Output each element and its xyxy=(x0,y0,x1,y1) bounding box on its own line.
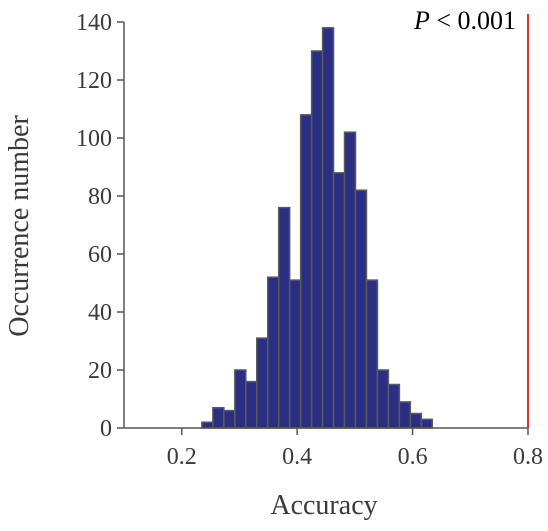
y-tick-label: 60 xyxy=(88,242,112,268)
x-tick-label: 0.4 xyxy=(282,444,312,470)
histogram-bar xyxy=(310,50,324,429)
y-tick-label: 100 xyxy=(76,126,112,152)
y-tick-label: 0 xyxy=(100,416,112,442)
y-axis-title: Occurrence number xyxy=(4,115,35,337)
histogram-bar xyxy=(332,172,346,429)
histogram-bar xyxy=(266,276,280,429)
y-tick-label: 120 xyxy=(76,68,112,94)
p-value-symbol: P xyxy=(413,6,430,35)
histogram-bar xyxy=(277,206,291,429)
x-tick-label: 0.6 xyxy=(398,444,428,470)
histogram-bar xyxy=(234,369,247,429)
histogram-bar xyxy=(387,383,401,429)
x-tick-label: 0.2 xyxy=(167,444,197,470)
histogram-bar xyxy=(409,412,423,429)
histogram-bar xyxy=(376,369,390,429)
histogram-bar xyxy=(365,279,379,429)
y-tick-label: 40 xyxy=(88,300,112,326)
histogram-bar xyxy=(420,418,434,429)
y-ticks-group: 0 20 40 60 80 100 120 140 xyxy=(76,10,124,442)
histogram-bar xyxy=(212,406,225,429)
histogram-bar xyxy=(201,421,214,429)
histogram-bar xyxy=(223,409,236,429)
x-tick-label: 0.8 xyxy=(513,444,543,470)
p-value-annotation: P < 0.001 xyxy=(413,6,516,35)
histogram-bar xyxy=(354,189,368,429)
histogram-bar xyxy=(321,27,335,429)
y-tick-label: 20 xyxy=(88,358,112,384)
histogram-bar xyxy=(245,380,258,429)
histogram-bar xyxy=(398,401,412,429)
histogram-bar xyxy=(343,131,357,429)
histogram-bar xyxy=(288,279,302,429)
bars-group xyxy=(201,27,434,429)
y-tick-label: 80 xyxy=(88,184,112,210)
histogram-bar xyxy=(256,337,269,429)
axes-group xyxy=(123,22,528,429)
x-ticks-group: 0.2 0.4 0.6 0.8 xyxy=(167,428,543,470)
y-tick-label: 140 xyxy=(76,10,112,36)
histogram-bar xyxy=(299,114,313,429)
x-axis-title: Accuracy xyxy=(270,490,377,521)
p-value-text: < 0.001 xyxy=(430,6,516,35)
